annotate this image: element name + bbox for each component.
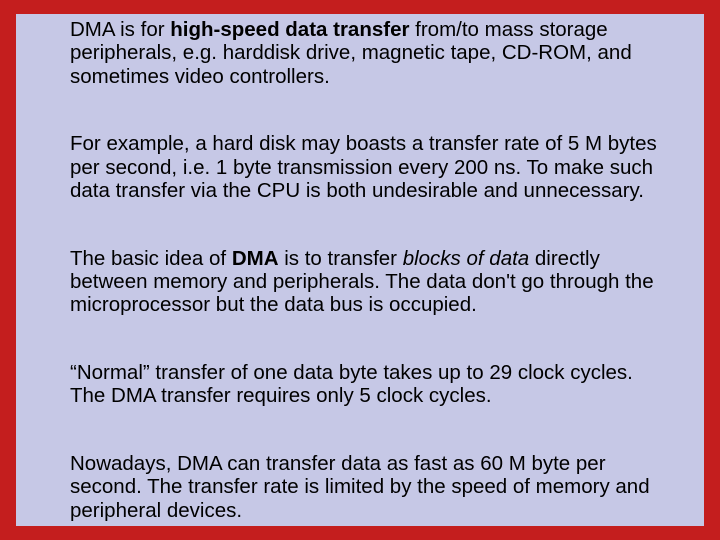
content-panel: DMA is for high-speed data transfer from…	[16, 14, 704, 526]
paragraph-1: DMA is for high-speed data transfer from…	[70, 18, 672, 88]
p1-intro: DMA is for	[70, 18, 170, 41]
p3-italic: blocks of data	[403, 247, 530, 270]
paragraph-5: Nowadays, DMA can transfer data as fast …	[70, 452, 672, 522]
p1-bold: high-speed data transfer	[170, 18, 409, 41]
paragraph-3: The basic idea of DMA is to transfer blo…	[70, 247, 672, 317]
paragraph-2: For example, a hard disk may boasts a tr…	[70, 132, 672, 202]
p3-intro: The basic idea of	[70, 247, 232, 270]
p3-mid: is to transfer	[279, 247, 403, 270]
paragraph-4: “Normal” transfer of one data byte takes…	[70, 361, 672, 408]
p3-dma: DMA	[232, 247, 279, 270]
